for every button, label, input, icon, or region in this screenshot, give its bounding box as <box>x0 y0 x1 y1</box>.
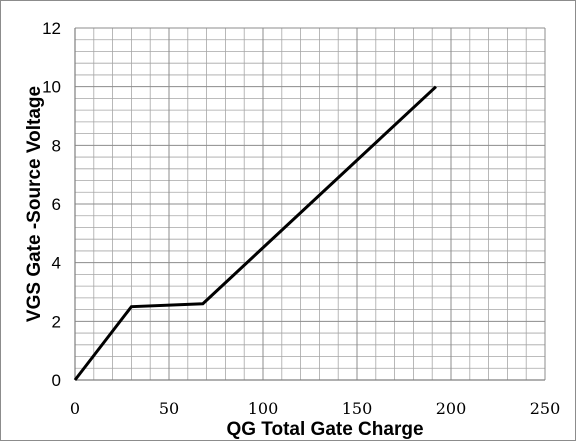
y-tick-label: 2 <box>52 312 61 331</box>
x-tick-label: 150 <box>342 399 373 418</box>
y-tick-label: 0 <box>52 371 61 390</box>
x-tick-label: 250 <box>530 399 561 418</box>
y-tick-label: 12 <box>42 19 61 38</box>
series-line <box>73 85 437 381</box>
series-group <box>73 85 437 381</box>
x-tick-labels: 0 50 100 150 200 250 <box>70 399 560 418</box>
y-tick-label: 4 <box>52 254 61 273</box>
y-axis-title: VGS Gate -Source Voltage <box>24 86 45 322</box>
y-tick-label: 6 <box>52 195 61 214</box>
y-tick-label: 10 <box>42 78 61 97</box>
major-gridlines <box>75 27 546 380</box>
y-tick-label: 8 <box>52 136 61 155</box>
x-tick-label: 100 <box>248 399 279 418</box>
y-tick-labels: 0 2 4 6 8 10 12 <box>42 19 61 390</box>
x-axis-title: QG Total Gate Charge <box>226 419 423 440</box>
x-tick-label: 50 <box>159 399 179 418</box>
x-tick-label: 200 <box>436 399 467 418</box>
x-tick-label: 0 <box>70 399 80 418</box>
